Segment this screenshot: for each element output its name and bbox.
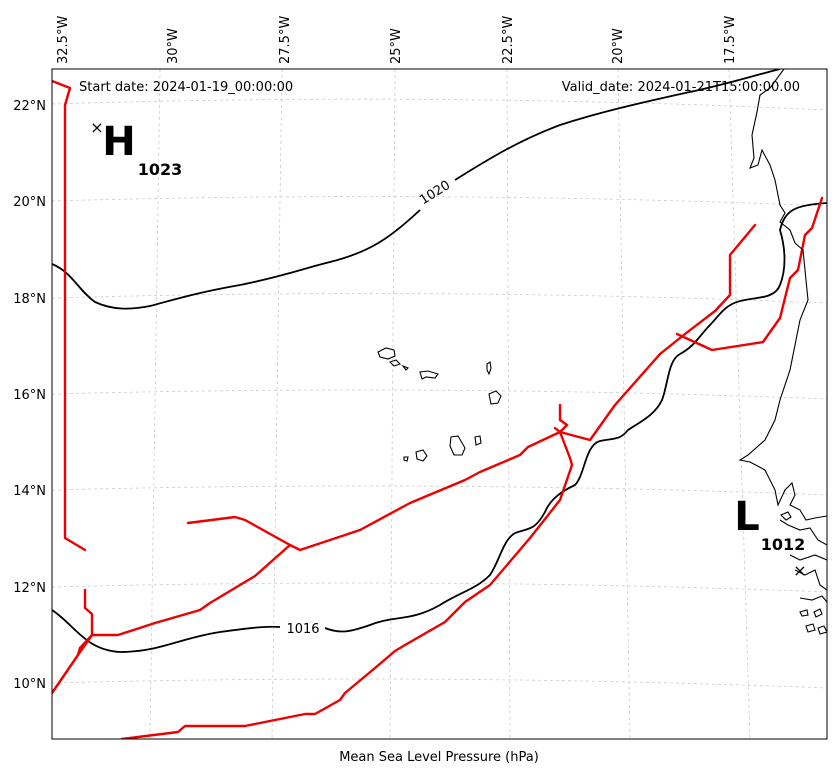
island-fogo (415, 449, 428, 462)
map-frame (51, 68, 828, 740)
meridian-32-5w (32, 69, 40, 739)
lon-tick-label: 27.5°W (278, 16, 293, 64)
island-bijagos-4 (805, 623, 816, 633)
island-bijagos-2 (799, 609, 809, 617)
meridian-25w (389, 69, 396, 739)
meridian-22-5w (506, 69, 511, 739)
lat-tick-label: 16°N (13, 388, 46, 403)
lon-tick-label: 22.5°W (501, 16, 516, 64)
island-santa-luzia (401, 364, 409, 371)
island-sao-nicolau (419, 370, 439, 380)
graticule (32, 69, 827, 739)
lon-tick-label: 30°W (166, 28, 181, 64)
parallel-14n (52, 485, 827, 496)
high-pressure-value: 1023 (138, 160, 183, 179)
meridian-30w (149, 69, 161, 739)
plot-border (51, 68, 828, 740)
island-brava (403, 456, 409, 462)
low-pressure-value: 1012 (761, 535, 806, 554)
route-track-west (52, 79, 87, 552)
island-santiago (449, 435, 466, 456)
lat-tick-label: 22°N (13, 99, 46, 114)
island-sao-vicente (388, 359, 402, 367)
lat-tick-label: 14°N (13, 484, 46, 499)
island-bijagos-5 (817, 625, 827, 635)
island-boa-vista (488, 390, 502, 405)
route-track-c (186, 515, 292, 547)
parallel-22n (52, 98, 827, 111)
low-pressure-letter: L (734, 494, 760, 540)
route-track-d (120, 403, 574, 739)
lat-tick-label: 12°N (13, 581, 46, 596)
low-center-marker: × (793, 561, 806, 580)
routes (52, 79, 824, 739)
island-maio (474, 435, 482, 446)
meridian-17-5w (728, 69, 751, 739)
parallel-12n (52, 582, 827, 593)
latitude-labels: 22°N 20°N 18°N 16°N 14°N 12°N 10°N (13, 99, 46, 692)
isobar-label-1016: 1016 (286, 622, 319, 637)
isobar-1016 (52, 202, 827, 653)
meridian-20w (617, 69, 631, 739)
coastline-mauritania-senegal (738, 69, 827, 521)
parallel-18n (52, 293, 827, 304)
lat-tick-label: 10°N (13, 677, 46, 692)
parallel-20n (52, 196, 827, 207)
lon-tick-label: 25°W (389, 28, 404, 64)
coastline-guinea-bissau (779, 519, 827, 603)
start-date-label: Start date: 2024-01-19_00:00:00 (79, 80, 293, 95)
map-caption: Mean Sea Level Pressure (hPa) (339, 750, 539, 765)
high-center-marker: × (90, 118, 103, 137)
africa-coastline (738, 69, 827, 635)
lat-tick-label: 20°N (13, 195, 46, 210)
lon-tick-label: 17.5°W (723, 16, 738, 64)
island-santo-antao (377, 347, 396, 360)
isobar-1020 (52, 69, 781, 310)
valid-date-label: Valid_date: 2024-01-21T15:00:00.00 (562, 80, 800, 95)
longitude-labels: 32.5°W 30°W 27.5°W 25°W 22.5°W 20°W 17.5… (56, 16, 738, 64)
route-track-b (52, 223, 757, 695)
lon-tick-label: 32.5°W (56, 16, 71, 64)
lon-tick-label: 20°W (611, 28, 626, 64)
parallel-10n (52, 678, 827, 689)
parallel-16n (52, 389, 827, 400)
island-bijagos-3 (813, 608, 823, 618)
island-bijagos-1 (780, 511, 792, 521)
high-pressure-letter: H (102, 119, 135, 165)
island-sal (486, 361, 492, 376)
lat-tick-label: 18°N (13, 292, 46, 307)
cape-verde-islands (377, 347, 502, 462)
route-track-e (675, 196, 824, 352)
